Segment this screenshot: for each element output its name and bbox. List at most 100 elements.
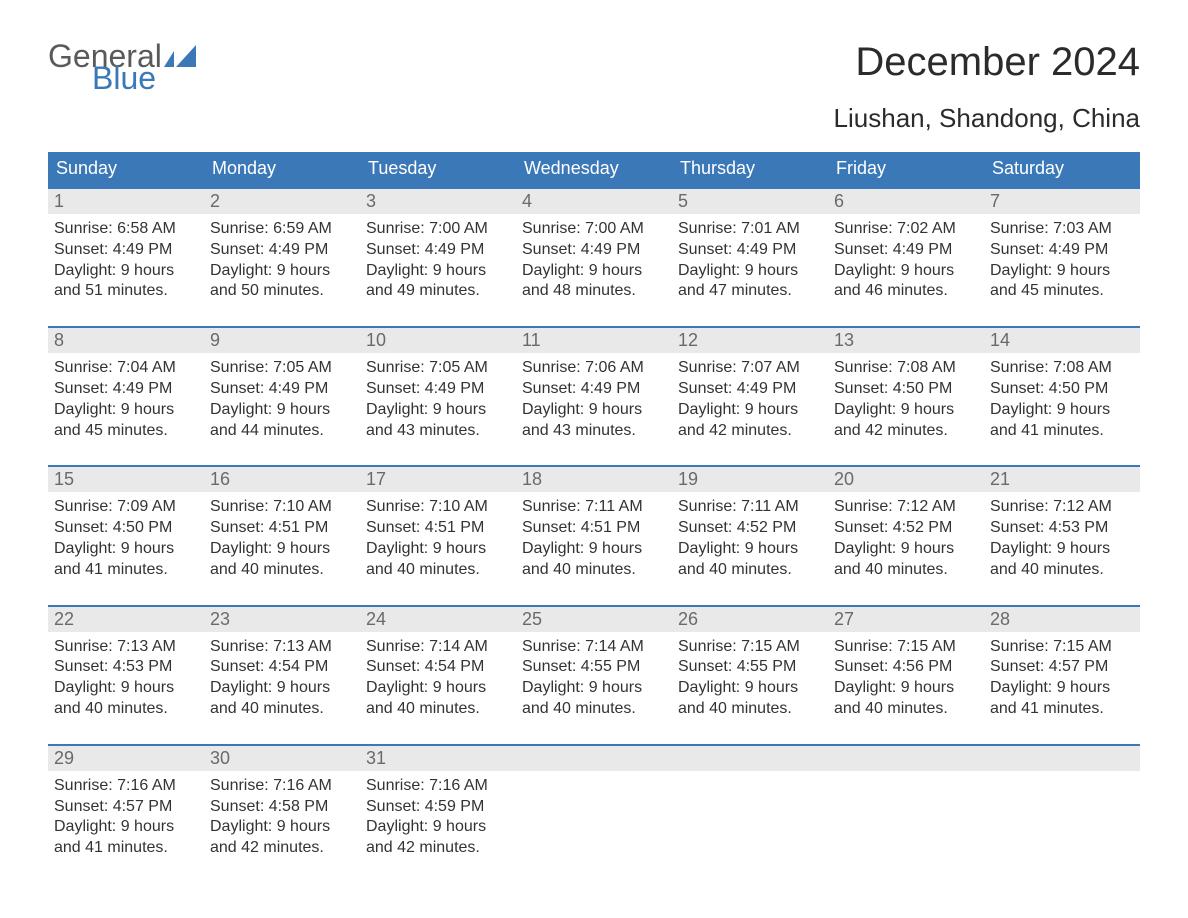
sunset-line: Sunset: 4:49 PM [210, 240, 354, 261]
sunset-line: Sunset: 4:51 PM [522, 518, 666, 539]
sunrise-line: Sunrise: 7:12 AM [834, 497, 978, 518]
daynum-row: 891011121314 [48, 328, 1140, 353]
day-body: Sunrise: 7:06 AMSunset: 4:49 PMDaylight:… [516, 353, 672, 445]
calendar: Sunday Monday Tuesday Wednesday Thursday… [48, 152, 1140, 863]
sunset-line: Sunset: 4:50 PM [834, 379, 978, 400]
sunset-line: Sunset: 4:57 PM [990, 657, 1134, 678]
day-body: Sunrise: 7:01 AMSunset: 4:49 PMDaylight:… [672, 214, 828, 306]
daylight-line2: and 40 minutes. [210, 560, 354, 581]
day-header-row: Sunday Monday Tuesday Wednesday Thursday… [48, 152, 1140, 187]
day-header: Thursday [672, 152, 828, 187]
daylight-line2: and 41 minutes. [990, 699, 1134, 720]
daylight-line2: and 41 minutes. [54, 560, 198, 581]
day-body: Sunrise: 7:16 AMSunset: 4:57 PMDaylight:… [48, 771, 204, 863]
daylight-line1: Daylight: 9 hours [834, 400, 978, 421]
day-body: Sunrise: 6:58 AMSunset: 4:49 PMDaylight:… [48, 214, 204, 306]
sunrise-line: Sunrise: 7:04 AM [54, 358, 198, 379]
sunset-line: Sunset: 4:59 PM [366, 797, 510, 818]
daylight-line1: Daylight: 9 hours [834, 539, 978, 560]
day-body: Sunrise: 7:08 AMSunset: 4:50 PMDaylight:… [828, 353, 984, 445]
sunset-line: Sunset: 4:49 PM [54, 240, 198, 261]
daylight-line1: Daylight: 9 hours [54, 678, 198, 699]
sunset-line: Sunset: 4:52 PM [678, 518, 822, 539]
day-number: 10 [360, 328, 516, 353]
sunrise-line: Sunrise: 7:16 AM [210, 776, 354, 797]
daylight-line1: Daylight: 9 hours [678, 539, 822, 560]
daylight-line2: and 40 minutes. [522, 560, 666, 581]
daylight-line1: Daylight: 9 hours [366, 261, 510, 282]
daylight-line2: and 41 minutes. [54, 838, 198, 859]
brand-logo: General Blue [48, 40, 196, 94]
day-number: 5 [672, 189, 828, 214]
sunrise-line: Sunrise: 7:13 AM [54, 637, 198, 658]
sunrise-line: Sunrise: 6:59 AM [210, 219, 354, 240]
day-number: 2 [204, 189, 360, 214]
sunrise-line: Sunrise: 7:14 AM [366, 637, 510, 658]
day-body: Sunrise: 7:09 AMSunset: 4:50 PMDaylight:… [48, 492, 204, 584]
day-number [828, 746, 984, 750]
daylight-line1: Daylight: 9 hours [990, 678, 1134, 699]
day-header: Saturday [984, 152, 1140, 187]
day-number: 26 [672, 607, 828, 632]
daylight-line2: and 40 minutes. [522, 699, 666, 720]
sunset-line: Sunset: 4:49 PM [366, 379, 510, 400]
sunset-line: Sunset: 4:49 PM [990, 240, 1134, 261]
day-number: 18 [516, 467, 672, 492]
day-body: Sunrise: 7:15 AMSunset: 4:55 PMDaylight:… [672, 632, 828, 724]
day-number: 15 [48, 467, 204, 492]
day-number: 9 [204, 328, 360, 353]
sunrise-line: Sunrise: 7:00 AM [522, 219, 666, 240]
daylight-line1: Daylight: 9 hours [990, 400, 1134, 421]
day-body [672, 771, 828, 780]
day-body: Sunrise: 7:00 AMSunset: 4:49 PMDaylight:… [516, 214, 672, 306]
month-title: December 2024 [834, 40, 1140, 85]
title-block: December 2024 Liushan, Shandong, China [834, 40, 1140, 134]
sunset-line: Sunset: 4:57 PM [54, 797, 198, 818]
day-number: 31 [360, 746, 516, 771]
sunset-line: Sunset: 4:58 PM [210, 797, 354, 818]
daylight-line2: and 41 minutes. [990, 421, 1134, 442]
sunrise-line: Sunrise: 7:03 AM [990, 219, 1134, 240]
sunrise-line: Sunrise: 7:08 AM [834, 358, 978, 379]
sunset-line: Sunset: 4:49 PM [54, 379, 198, 400]
daylight-line2: and 42 minutes. [834, 421, 978, 442]
sunset-line: Sunset: 4:55 PM [522, 657, 666, 678]
sunset-line: Sunset: 4:50 PM [54, 518, 198, 539]
sunset-line: Sunset: 4:49 PM [210, 379, 354, 400]
day-number: 12 [672, 328, 828, 353]
day-number: 11 [516, 328, 672, 353]
brand-word2: Blue [92, 62, 196, 94]
day-body: Sunrise: 7:05 AMSunset: 4:49 PMDaylight:… [360, 353, 516, 445]
daylight-line1: Daylight: 9 hours [522, 400, 666, 421]
daylight-line1: Daylight: 9 hours [522, 678, 666, 699]
sunrise-line: Sunrise: 7:13 AM [210, 637, 354, 658]
sunset-line: Sunset: 4:49 PM [678, 379, 822, 400]
daynum-row: 15161718192021 [48, 467, 1140, 492]
daylight-line2: and 45 minutes. [990, 281, 1134, 302]
daynum-row: 293031 [48, 746, 1140, 771]
day-body: Sunrise: 7:14 AMSunset: 4:54 PMDaylight:… [360, 632, 516, 724]
day-number: 14 [984, 328, 1140, 353]
day-number: 19 [672, 467, 828, 492]
daylight-line1: Daylight: 9 hours [990, 539, 1134, 560]
day-body: Sunrise: 7:04 AMSunset: 4:49 PMDaylight:… [48, 353, 204, 445]
day-number: 23 [204, 607, 360, 632]
day-body: Sunrise: 7:12 AMSunset: 4:52 PMDaylight:… [828, 492, 984, 584]
daylight-line2: and 44 minutes. [210, 421, 354, 442]
daylight-line2: and 42 minutes. [366, 838, 510, 859]
sunset-line: Sunset: 4:49 PM [366, 240, 510, 261]
sunrise-line: Sunrise: 7:11 AM [678, 497, 822, 518]
sunset-line: Sunset: 4:56 PM [834, 657, 978, 678]
day-body: Sunrise: 7:10 AMSunset: 4:51 PMDaylight:… [204, 492, 360, 584]
daylight-line2: and 40 minutes. [834, 699, 978, 720]
day-body [984, 771, 1140, 780]
day-number: 4 [516, 189, 672, 214]
daylight-line1: Daylight: 9 hours [990, 261, 1134, 282]
daylight-line2: and 51 minutes. [54, 281, 198, 302]
sunrise-line: Sunrise: 7:02 AM [834, 219, 978, 240]
day-number: 3 [360, 189, 516, 214]
sunrise-line: Sunrise: 7:16 AM [366, 776, 510, 797]
day-header: Tuesday [360, 152, 516, 187]
calendar-week: 15161718192021Sunrise: 7:09 AMSunset: 4:… [48, 465, 1140, 584]
sunset-line: Sunset: 4:49 PM [678, 240, 822, 261]
